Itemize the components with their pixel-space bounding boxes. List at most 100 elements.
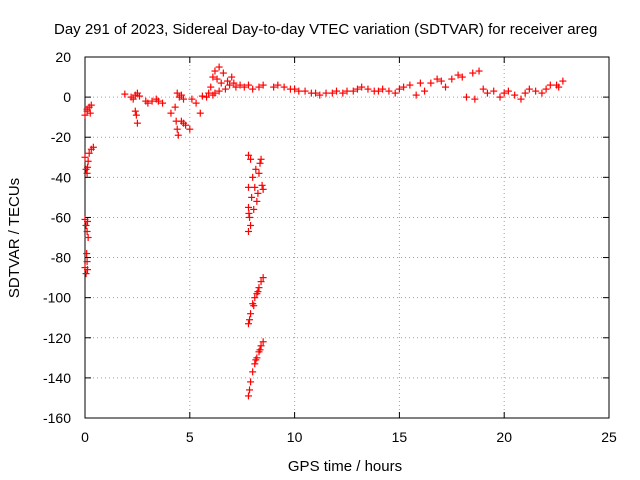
x-tick-label: 0 <box>81 429 89 445</box>
data-point <box>504 87 512 95</box>
data-point <box>251 183 259 191</box>
y-tick-label: -40 <box>51 169 71 185</box>
data-point <box>542 85 550 93</box>
data-point <box>186 125 194 133</box>
data-point <box>244 81 252 89</box>
data-point <box>259 274 267 282</box>
data-point <box>135 92 143 100</box>
data-point <box>532 87 540 95</box>
data-point <box>364 85 372 93</box>
data-point <box>232 83 240 91</box>
data-point <box>448 75 456 83</box>
data-point <box>167 109 175 117</box>
data-point <box>240 83 248 91</box>
data-point <box>83 258 91 266</box>
y-axis-title: SDTVAR / TECUs <box>6 178 23 298</box>
data-point <box>131 107 139 115</box>
data-point <box>471 95 479 103</box>
data-point <box>259 338 267 346</box>
data-point <box>148 97 156 105</box>
data-point <box>251 294 259 302</box>
data-point <box>525 85 533 93</box>
data-point <box>483 89 491 97</box>
data-point <box>295 87 303 95</box>
data-point <box>349 87 357 95</box>
data-point <box>322 89 330 97</box>
data-point <box>316 91 324 99</box>
data-point <box>538 89 546 97</box>
data-point <box>257 342 265 350</box>
data-point <box>173 125 181 133</box>
data-point <box>133 119 141 127</box>
data-point <box>391 89 399 97</box>
data-point <box>244 151 252 159</box>
data-point <box>416 79 424 87</box>
data-point <box>301 87 309 95</box>
data-point <box>244 227 252 235</box>
data-point <box>270 83 278 91</box>
data-point <box>475 67 483 75</box>
x-tick-label: 15 <box>392 429 408 445</box>
data-point <box>154 97 162 105</box>
data-point <box>479 85 487 93</box>
data-point <box>500 89 508 97</box>
data-point <box>244 183 252 191</box>
data-point <box>286 85 294 93</box>
y-tick-label: -20 <box>51 129 71 145</box>
data-point <box>244 392 252 400</box>
data-point <box>245 209 253 217</box>
y-tick-label: -60 <box>51 209 71 225</box>
data-point <box>255 83 263 91</box>
y-tick-label: -100 <box>43 290 71 306</box>
data-point <box>257 278 265 286</box>
data-point <box>83 250 91 258</box>
data-point <box>209 91 217 99</box>
data-point <box>226 81 234 89</box>
data-point <box>511 91 519 99</box>
chart-title: Day 291 of 2023, Sidereal Day-to-day VTE… <box>54 21 597 38</box>
data-point <box>83 169 91 177</box>
data-point <box>171 103 179 111</box>
data-point <box>247 310 255 318</box>
data-point <box>490 87 498 95</box>
data-point <box>86 109 94 117</box>
data-point <box>159 99 167 107</box>
data-point <box>521 89 529 97</box>
data-point <box>255 169 263 177</box>
data-point <box>412 91 420 99</box>
data-point <box>253 197 261 205</box>
data-point <box>254 288 262 296</box>
data-point <box>248 193 256 201</box>
data-point <box>555 83 563 91</box>
data-point <box>252 165 260 173</box>
x-tick-labels: 0 5 10 15 20 25 <box>81 429 617 445</box>
data-point <box>196 109 204 117</box>
data-point <box>205 89 213 97</box>
data-point <box>406 81 414 89</box>
y-tick-label: -120 <box>43 330 71 346</box>
data-point <box>353 85 361 93</box>
y-tick-label: -80 <box>51 250 71 266</box>
data-point <box>89 143 97 151</box>
data-point <box>280 83 288 91</box>
data-point <box>454 71 462 79</box>
data-point <box>559 77 567 85</box>
data-point <box>255 284 263 292</box>
data-point <box>421 87 429 95</box>
data-point <box>180 95 188 103</box>
data-point <box>256 159 264 167</box>
data-point <box>192 99 200 107</box>
data-point <box>358 83 366 91</box>
data-point <box>215 63 223 71</box>
data-point <box>219 69 227 77</box>
data-point <box>517 95 525 103</box>
data-point <box>259 81 267 89</box>
data-point <box>174 131 182 139</box>
data-point <box>221 85 229 93</box>
data-point <box>84 163 92 171</box>
data-point <box>209 73 217 81</box>
data-point <box>83 227 91 235</box>
y-tick-label: 20 <box>55 49 71 65</box>
data-point <box>198 92 206 100</box>
x-tick-label: 10 <box>287 429 303 445</box>
